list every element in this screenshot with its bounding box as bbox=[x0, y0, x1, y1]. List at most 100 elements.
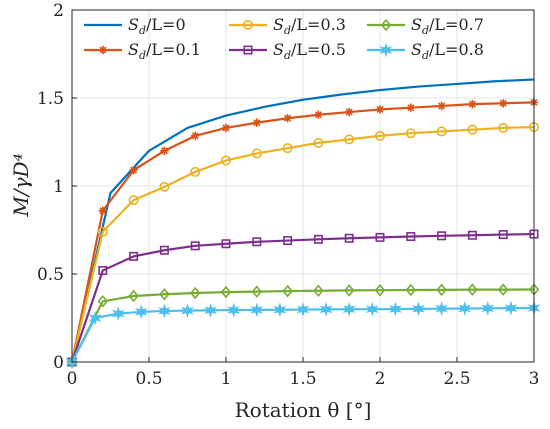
data-point bbox=[128, 195, 139, 206]
legend-entry: Sd/L=0.3 bbox=[229, 15, 346, 37]
data-point bbox=[98, 206, 107, 215]
data-point bbox=[314, 110, 323, 119]
data-point bbox=[498, 230, 508, 240]
legend-label: Sd/L=0 bbox=[128, 15, 186, 37]
y-axis-label: M/γD⁴ bbox=[9, 153, 33, 217]
data-point bbox=[159, 245, 169, 255]
x-tick-label: 1 bbox=[221, 369, 232, 389]
data-point bbox=[296, 302, 310, 317]
data-point bbox=[190, 166, 201, 177]
data-point bbox=[189, 286, 201, 300]
legend-label: Sd/L=0.1 bbox=[128, 40, 201, 62]
series-0.7 bbox=[66, 283, 540, 369]
data-point bbox=[129, 165, 138, 175]
series-0.3 bbox=[67, 122, 539, 367]
x-tick-label: 0 bbox=[67, 369, 78, 389]
series-line bbox=[71, 288, 535, 363]
data-point bbox=[344, 233, 354, 243]
series-line bbox=[70, 125, 535, 363]
data-point bbox=[313, 137, 324, 148]
tick-labels: 0 0.5 1 1.5 2 2.5 3 0 0.5 1 1.5 2 bbox=[37, 1, 539, 389]
data-point bbox=[498, 122, 509, 133]
data-point bbox=[497, 283, 509, 296]
legend-entry: Sd/L=0.7 bbox=[367, 15, 484, 37]
data-point bbox=[405, 128, 416, 139]
legend: Sd/L=0 Sd/L=0.3 Sd/L=0.7 Sd/L=0.1 Sd/L=0.5 Sd… bbox=[84, 15, 484, 62]
data-point bbox=[499, 99, 508, 108]
data-point bbox=[458, 301, 472, 316]
data-point bbox=[221, 239, 231, 249]
data-point bbox=[342, 301, 356, 317]
data-point bbox=[190, 241, 200, 251]
data-point bbox=[504, 300, 518, 316]
data-point bbox=[251, 148, 262, 159]
data-point bbox=[191, 131, 200, 141]
data-point bbox=[282, 143, 293, 154]
data-point bbox=[313, 234, 323, 244]
data-point bbox=[159, 287, 170, 301]
data-point bbox=[389, 301, 402, 317]
data-point bbox=[160, 146, 169, 155]
data-point bbox=[158, 303, 171, 319]
data-point bbox=[481, 300, 495, 316]
legend-entry: Sd/L=0.5 bbox=[229, 40, 346, 62]
legend-marker bbox=[380, 18, 392, 32]
data-point bbox=[467, 124, 478, 135]
x-tick-label: 0.5 bbox=[135, 369, 162, 389]
legend-label: Sd/L=0.5 bbox=[273, 40, 346, 62]
data-point bbox=[467, 283, 478, 296]
legend-entry: Sd/L=0.1 bbox=[84, 40, 201, 62]
series-line bbox=[70, 232, 535, 363]
y-tick-label: 0.5 bbox=[37, 265, 64, 285]
data-point bbox=[283, 236, 293, 246]
data-point bbox=[220, 285, 232, 299]
data-point bbox=[159, 181, 170, 192]
series-layer bbox=[65, 78, 541, 370]
y-tick-label: 1.5 bbox=[37, 89, 64, 109]
legend-label: Sd/L=0.8 bbox=[411, 40, 484, 62]
data-point bbox=[436, 126, 447, 137]
y-tick-label: 0 bbox=[53, 353, 64, 373]
legend-entry: Sd/L=0.8 bbox=[367, 40, 484, 62]
ticks bbox=[71, 9, 535, 363]
data-point bbox=[128, 289, 139, 303]
series-line bbox=[70, 78, 535, 363]
x-tick-label: 1.5 bbox=[289, 369, 316, 389]
data-point bbox=[97, 295, 109, 308]
data-point bbox=[221, 155, 232, 166]
data-point bbox=[365, 301, 379, 317]
y-tick-label: 1 bbox=[53, 177, 64, 197]
data-point bbox=[181, 303, 194, 318]
series-line bbox=[70, 101, 535, 363]
data-point bbox=[227, 302, 241, 318]
data-point bbox=[283, 114, 292, 123]
data-point bbox=[129, 251, 139, 261]
data-point bbox=[343, 284, 355, 297]
data-point bbox=[134, 304, 148, 320]
series-0.1 bbox=[67, 98, 539, 367]
legend-marker bbox=[243, 19, 254, 30]
data-point bbox=[467, 230, 477, 240]
x-tick-label: 2 bbox=[375, 369, 386, 389]
data-point bbox=[221, 123, 231, 133]
data-point bbox=[345, 107, 354, 117]
data-point bbox=[88, 310, 102, 326]
legend-marker bbox=[243, 45, 253, 55]
data-point bbox=[437, 101, 446, 111]
series-0.5 bbox=[67, 229, 539, 367]
data-point bbox=[97, 226, 108, 237]
x-tick-label: 2.5 bbox=[443, 369, 470, 389]
data-point bbox=[405, 283, 417, 297]
data-point bbox=[204, 302, 217, 318]
legend-marker bbox=[379, 42, 393, 58]
legend-label: Sd/L=0.7 bbox=[411, 15, 484, 37]
x-tick-label: 3 bbox=[529, 369, 540, 389]
data-point bbox=[436, 283, 447, 297]
data-point bbox=[111, 306, 125, 321]
data-point bbox=[313, 284, 324, 297]
data-point bbox=[98, 265, 108, 275]
data-point bbox=[468, 99, 477, 109]
data-point bbox=[412, 301, 425, 317]
y-tick-label: 2 bbox=[53, 1, 64, 21]
